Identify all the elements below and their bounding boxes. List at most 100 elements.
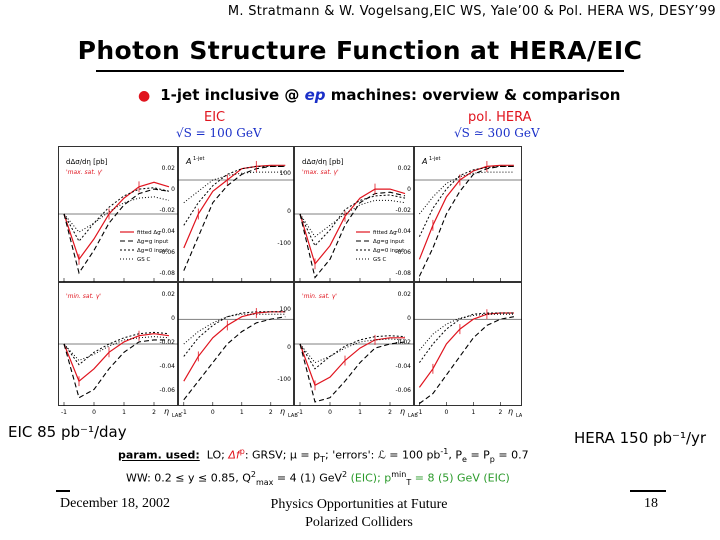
series-line--g-g-input [63, 188, 170, 275]
x-axis-label: η [508, 407, 513, 416]
x-axis-label-sub: LAB [288, 413, 298, 419]
hera-label: pol. HERA [468, 110, 532, 125]
ytick-label: -0.02 [159, 207, 175, 214]
ytick-label: 0.02 [162, 291, 176, 298]
xtick-label: 0 [92, 409, 96, 416]
ytick-label: 0 [407, 315, 411, 322]
ytick-label: -0.06 [395, 387, 411, 394]
series-line-GS-C [63, 196, 170, 233]
footer-line-right [630, 490, 666, 492]
xtick-label: 2 [498, 409, 502, 416]
ytick-label: -0.08 [395, 270, 411, 277]
ytick-label: 100 [280, 170, 292, 177]
series-line--g-0-input [63, 187, 170, 243]
legend-entry: Δg=0 input [137, 248, 169, 254]
ytick-label: 0.02 [398, 165, 412, 172]
xtick-label: -1 [416, 409, 422, 416]
series-line--g-g-input [419, 316, 515, 404]
x-axis-label-sub: LAB [172, 413, 182, 419]
slide-title: Photon Structure Function at HERA/EIC [77, 36, 643, 65]
ytick-label: 0.02 [162, 165, 176, 172]
eic-energy: √S = 100 GeV [176, 126, 262, 140]
ytick-label: -0.06 [395, 249, 411, 256]
xtick-label: 1 [471, 409, 475, 416]
footer-page-number: 18 [644, 496, 658, 511]
scenario-min-label: 'min. sat. γ' [302, 293, 337, 300]
x-axis-label: η [164, 407, 169, 416]
ytick-label: 0 [171, 315, 175, 322]
ytick-label: -0.04 [395, 363, 411, 370]
series-line-fitted-g [299, 188, 406, 266]
xtick-label: -1 [297, 409, 303, 416]
bullet-prefix: 1-jet inclusive @ [160, 86, 305, 104]
ytick-label: 0 [407, 186, 411, 193]
xtick-label: 2 [269, 409, 273, 416]
footer-date: December 18, 2002 [60, 496, 171, 511]
ytick-label: -0.02 [395, 339, 411, 346]
series-line--g-g-input [183, 165, 286, 271]
legend-entry: Δg=g input [373, 239, 405, 245]
series-line-fitted-g [418, 312, 514, 388]
x-axis-label: η [400, 407, 405, 416]
asym-ylabel: A [185, 157, 191, 166]
legend-entry: Δg=0 input [373, 248, 405, 254]
ytick-label: -0.02 [395, 207, 411, 214]
panel-frame [414, 146, 522, 282]
footer-center: Physics Opportunities at Future Polarize… [244, 496, 474, 532]
series-line--g-g-input [299, 191, 406, 279]
xtick-label: 0 [328, 409, 332, 416]
eic-luminosity: EIC 85 pb⁻¹/day [8, 423, 127, 441]
footer-center-line-1: Physics Opportunities at Future [270, 497, 448, 512]
xtick-label: 2 [388, 409, 392, 416]
legend-entry: GS C [373, 257, 387, 263]
bullet-line: ● 1-jet inclusive @ ep machines: overview… [138, 86, 620, 104]
legend-entry: fitted Δg [373, 230, 397, 236]
ytick-label: -0.04 [159, 228, 175, 235]
series-line-GS-C [183, 313, 286, 345]
ytick-label: -0.08 [159, 270, 175, 277]
series-line--g-0-input [418, 165, 514, 237]
series-line--g-g-input [418, 165, 514, 277]
series-line-GS-C [183, 171, 286, 204]
bullet-icon: ● [138, 88, 151, 104]
legend-entry: Δg=g input [137, 239, 169, 245]
xtick-label: 0 [211, 409, 215, 416]
parameters-block: param. used: LO; Δfp: GRSV; μ = pT; 'err… [118, 444, 529, 490]
footer-center-line-2: Polarized Colliders [305, 515, 413, 530]
xtick-label: 1 [122, 409, 126, 416]
series-line--g-g-input [299, 341, 406, 403]
legend-entry: fitted Δg [137, 230, 161, 236]
panel-frame [178, 282, 294, 406]
bullet-suffix: machines: overview & comparison [325, 86, 621, 104]
hera-energy: √S ≃ 300 GeV [454, 126, 540, 140]
series-line--g-0-input [183, 311, 286, 357]
bullet-ep: ep [304, 86, 326, 104]
asym-ylabel: A [421, 157, 427, 166]
eic-label: EIC [204, 110, 226, 125]
ytick-label: 100 [280, 306, 292, 313]
ytick-label: -0.06 [159, 387, 175, 394]
footer-line-left [56, 490, 70, 492]
xtick-label: 0 [444, 409, 448, 416]
xtick-label: -1 [181, 409, 187, 416]
series-line-GS-C [63, 336, 170, 362]
ytick-label: 0 [171, 186, 175, 193]
param-label: param. used: [118, 448, 200, 462]
x-axis-label-sub: LAB [516, 413, 522, 419]
series-line-fitted-g [183, 164, 286, 249]
ytick-label: -0.02 [159, 339, 175, 346]
series-line-fitted-g [63, 333, 170, 383]
xsec-ylabel: dΔσ/dη [pb] [302, 158, 344, 166]
scenario-max-label: 'max. sat. γ' [302, 169, 339, 176]
series-line--g-0-input [299, 335, 406, 370]
scenario-max-label: 'max. sat. γ' [66, 169, 103, 176]
param-line-2: WW: 0.2 ≤ y ≤ 0.85, Q2max = 4 (1) GeV2 (… [126, 469, 510, 487]
x-axis-label-sub: LAB [408, 413, 418, 419]
xtick-label: 1 [358, 409, 362, 416]
series-line-GS-C [419, 171, 514, 215]
asym-ylabel-sup: 1-jet [193, 156, 204, 162]
slide-header: M. Stratmann & W. Vogelsang,EIC WS, Yale… [227, 4, 716, 19]
panel-frame [414, 282, 522, 406]
ytick-label: -0.04 [159, 363, 175, 370]
